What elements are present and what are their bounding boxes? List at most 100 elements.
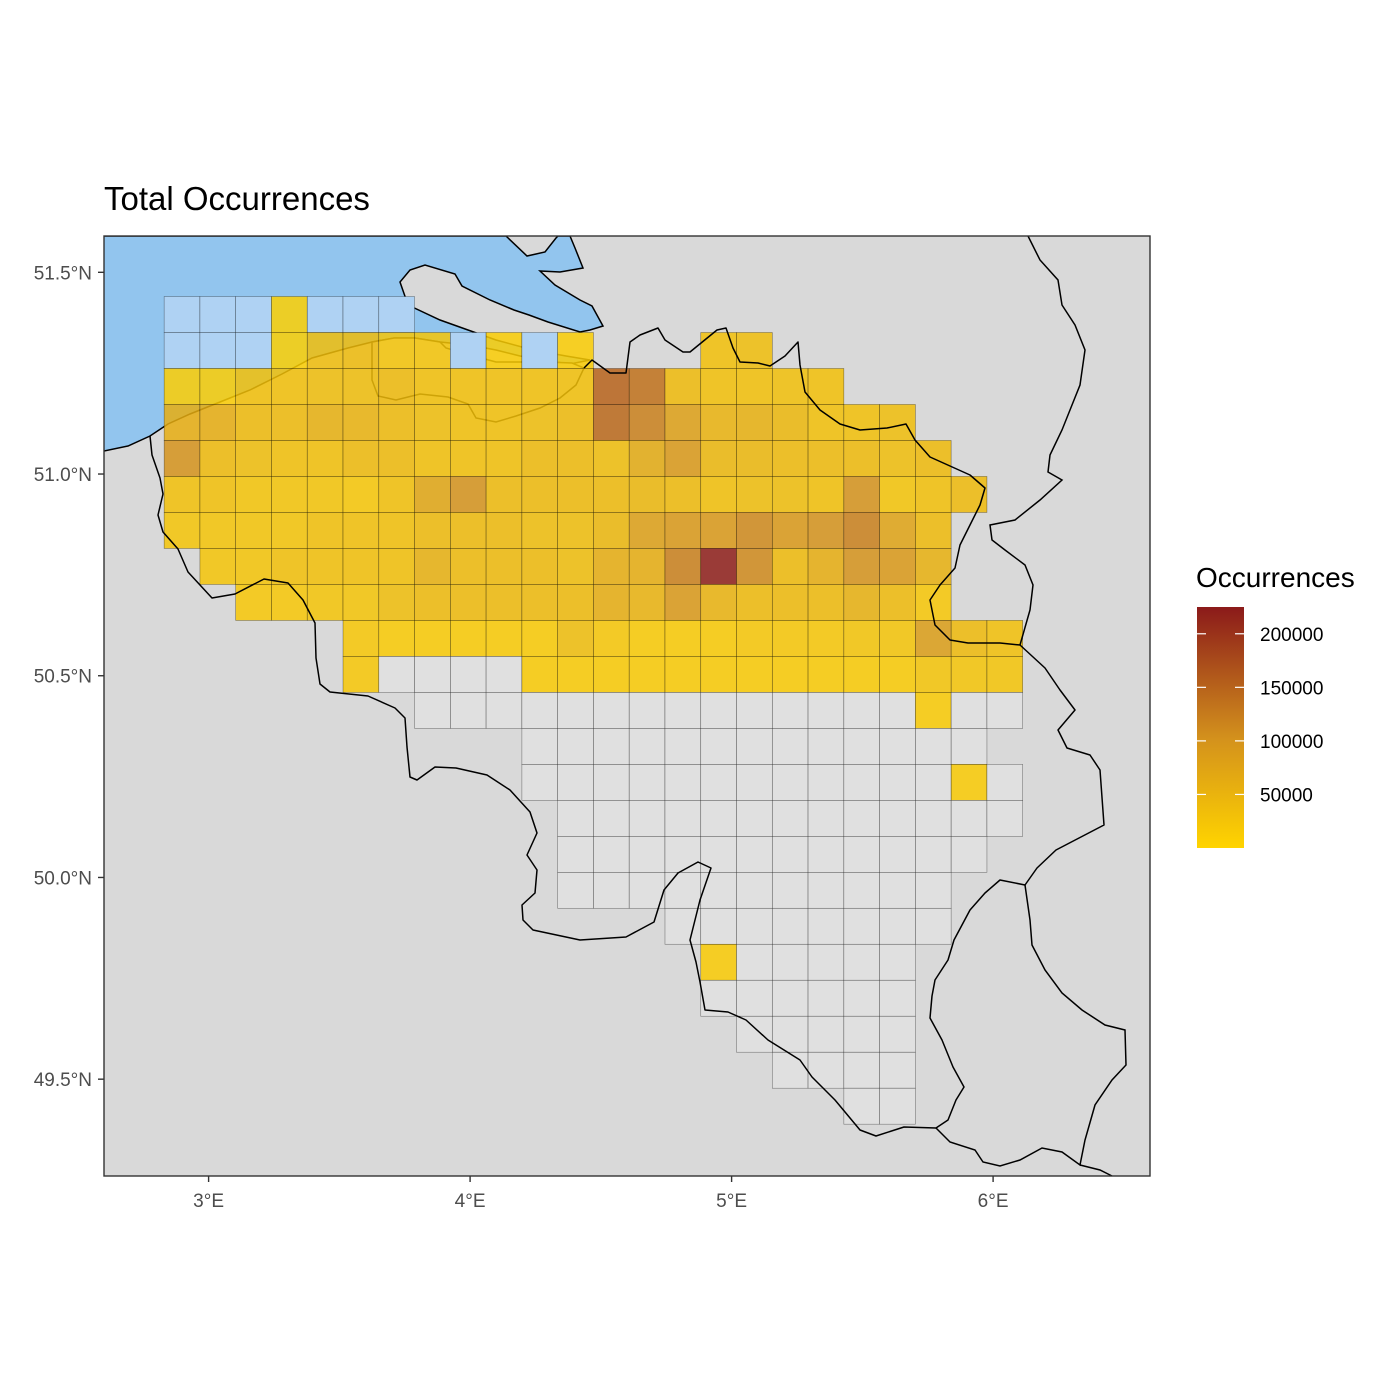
grid-cell	[163, 332, 201, 369]
grid-cell	[485, 512, 523, 549]
grid-cell	[521, 440, 558, 477]
grid-cell	[378, 656, 415, 693]
belgium-border	[149, 327, 1105, 1137]
grid-cell	[879, 1051, 916, 1089]
grid-cell	[628, 368, 666, 405]
grid-cell	[986, 800, 1023, 837]
grid-cell	[771, 476, 809, 513]
grid-cell	[879, 836, 916, 873]
legend-colorbar	[1197, 607, 1244, 848]
grid-cell	[199, 332, 236, 369]
grid-cell	[628, 440, 666, 477]
grid-cell	[664, 368, 702, 405]
grid-cell	[378, 584, 415, 621]
grid-cell	[450, 332, 487, 369]
grid-cell	[628, 692, 666, 729]
grid-cell	[235, 512, 272, 549]
y-axis-tick-label: 50.5°N	[34, 667, 92, 688]
grid-cell	[915, 800, 952, 837]
x-axis-tick-label: 3°E	[193, 1191, 224, 1212]
grid-cell	[628, 836, 666, 873]
grid-cell	[378, 404, 415, 441]
grid-cell	[485, 404, 523, 441]
grid-cell	[271, 584, 308, 621]
grid-cell	[843, 871, 880, 909]
grid-cell	[342, 656, 380, 693]
legend-tick-label: 200000	[1260, 625, 1323, 646]
grid-cell	[557, 656, 594, 693]
grid-cell	[163, 440, 201, 477]
grid-cell	[414, 656, 451, 693]
grid-cell	[700, 692, 737, 729]
grid-cell	[807, 512, 845, 549]
grid-cell	[664, 404, 702, 441]
grid-cell	[593, 836, 630, 873]
map-axes: 3°E 4°E 5°E 6°E 49.5°N 50.0°N 50.5°N 51.0°N 51.5…	[34, 263, 1009, 1212]
grid-cell	[843, 907, 880, 945]
grid-cell	[700, 800, 737, 837]
grid-cell	[986, 692, 1023, 729]
map-panel-frame	[103, 235, 1151, 1177]
grid-cell	[915, 476, 952, 513]
grid-cell	[771, 404, 809, 441]
grid-cell	[628, 800, 666, 837]
grid-cell	[879, 1087, 916, 1125]
grid-cell	[807, 548, 845, 585]
grid-cell	[557, 548, 594, 585]
grid-cell	[664, 871, 702, 909]
grid-cell	[235, 548, 272, 585]
grid-cell	[521, 332, 558, 369]
grid-cell	[306, 332, 344, 369]
grid-cell	[664, 764, 702, 801]
grid-cell	[485, 332, 523, 369]
grid-cell	[628, 548, 666, 585]
grid-cell	[807, 836, 845, 873]
grid-cell	[700, 404, 737, 441]
grid-cell	[593, 440, 630, 477]
grid-cell	[843, 800, 880, 837]
grid-cell	[843, 512, 880, 549]
grid-cell	[771, 620, 809, 657]
grid-cell	[485, 368, 523, 405]
grid-cell	[771, 728, 809, 765]
grid-cell	[521, 584, 558, 621]
grid-cell	[807, 764, 845, 801]
grid-cell	[557, 692, 594, 729]
grid-cell	[593, 584, 630, 621]
grid-cell	[271, 548, 308, 585]
grid-cell	[736, 620, 773, 657]
grid-cell	[771, 656, 809, 693]
grid-cell	[306, 440, 344, 477]
grid-cell	[521, 368, 558, 405]
grid-cell	[485, 656, 523, 693]
grid-cell	[306, 548, 344, 585]
grid-cell	[521, 404, 558, 441]
grid-cell	[950, 476, 988, 513]
grid-cell	[163, 296, 201, 333]
y-axis-tick-label: 50.0°N	[34, 868, 92, 889]
grid-cell	[807, 871, 845, 909]
grid-cell	[593, 548, 630, 585]
grid-cell	[700, 836, 737, 873]
grid-cell	[879, 512, 916, 549]
x-axis-tick-label: 5°E	[716, 1191, 747, 1212]
grid-cell	[593, 620, 630, 657]
grid-cell	[700, 548, 737, 585]
grid-cell	[700, 512, 737, 549]
occurrence-grid	[163, 296, 1023, 1125]
grid-cell	[915, 907, 952, 945]
grid-cell	[843, 692, 880, 729]
grid-cell	[414, 476, 451, 513]
grid-cell	[235, 368, 272, 405]
grid-cell	[557, 368, 594, 405]
grid-cell	[771, 512, 809, 549]
grid-cell	[521, 620, 558, 657]
grid-cell	[163, 512, 201, 549]
grid-cell	[879, 440, 916, 477]
grid-cell	[306, 584, 344, 621]
grid-cell	[879, 476, 916, 513]
grid-cell	[700, 907, 737, 945]
grid-cell	[843, 728, 880, 765]
grid-cell	[950, 800, 988, 837]
